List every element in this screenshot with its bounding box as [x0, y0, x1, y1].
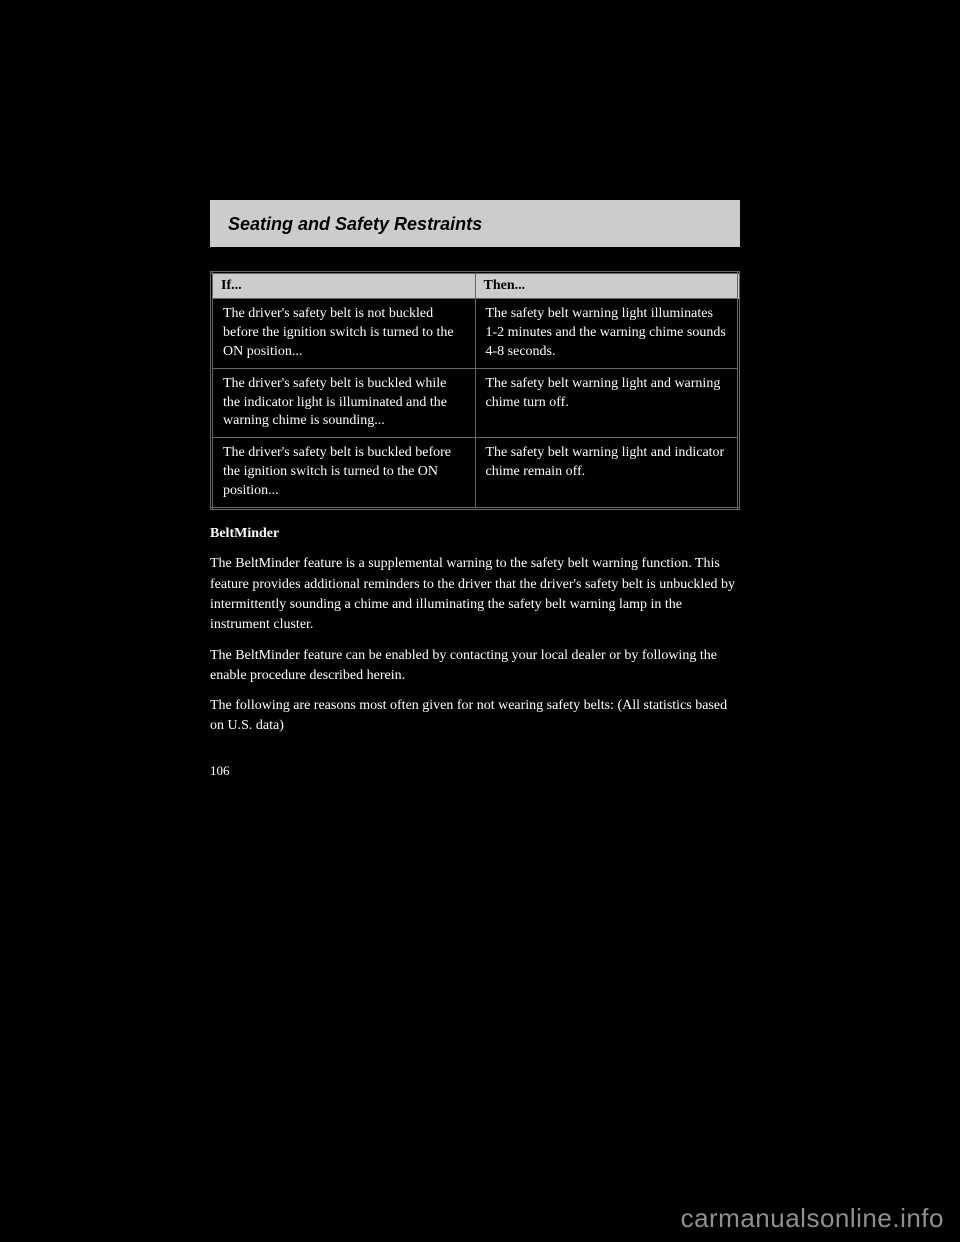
watermark: carmanualsonline.info	[681, 1203, 944, 1234]
table-row: The driver's safety belt is not buckled …	[212, 299, 739, 369]
beltminder-p2: The BeltMinder feature can be enabled by…	[210, 646, 740, 687]
table-row: The driver's safety belt is buckled whil…	[212, 368, 739, 438]
manual-page: Seating and Safety Restraints If... Then…	[210, 200, 740, 779]
if-cell: The driver's safety belt is buckled befo…	[212, 438, 476, 509]
then-cell: The safety belt warning light illuminate…	[475, 299, 739, 369]
table-header-row: If... Then...	[212, 273, 739, 299]
col-header-if: If...	[212, 273, 476, 299]
col-header-then: Then...	[475, 273, 739, 299]
if-cell: The driver's safety belt is buckled whil…	[212, 368, 476, 438]
then-cell: The safety belt warning light and indica…	[475, 438, 739, 509]
if-cell: The driver's safety belt is not buckled …	[212, 299, 476, 369]
beltminder-p1: The BeltMinder feature is a supplemental…	[210, 554, 740, 635]
body-text: BeltMinder The BeltMinder feature is a s…	[210, 524, 740, 737]
page-number: 106	[210, 763, 740, 779]
table-row: The driver's safety belt is buckled befo…	[212, 438, 739, 509]
section-title: Seating and Safety Restraints	[228, 214, 482, 234]
beltminder-bold: BeltMinder	[210, 526, 279, 541]
if-then-table: If... Then... The driver's safety belt i…	[210, 271, 740, 510]
beltminder-heading: BeltMinder	[210, 524, 740, 544]
then-cell: The safety belt warning light and warnin…	[475, 368, 739, 438]
section-header: Seating and Safety Restraints	[210, 200, 740, 247]
beltminder-p3: The following are reasons most often giv…	[210, 696, 740, 737]
